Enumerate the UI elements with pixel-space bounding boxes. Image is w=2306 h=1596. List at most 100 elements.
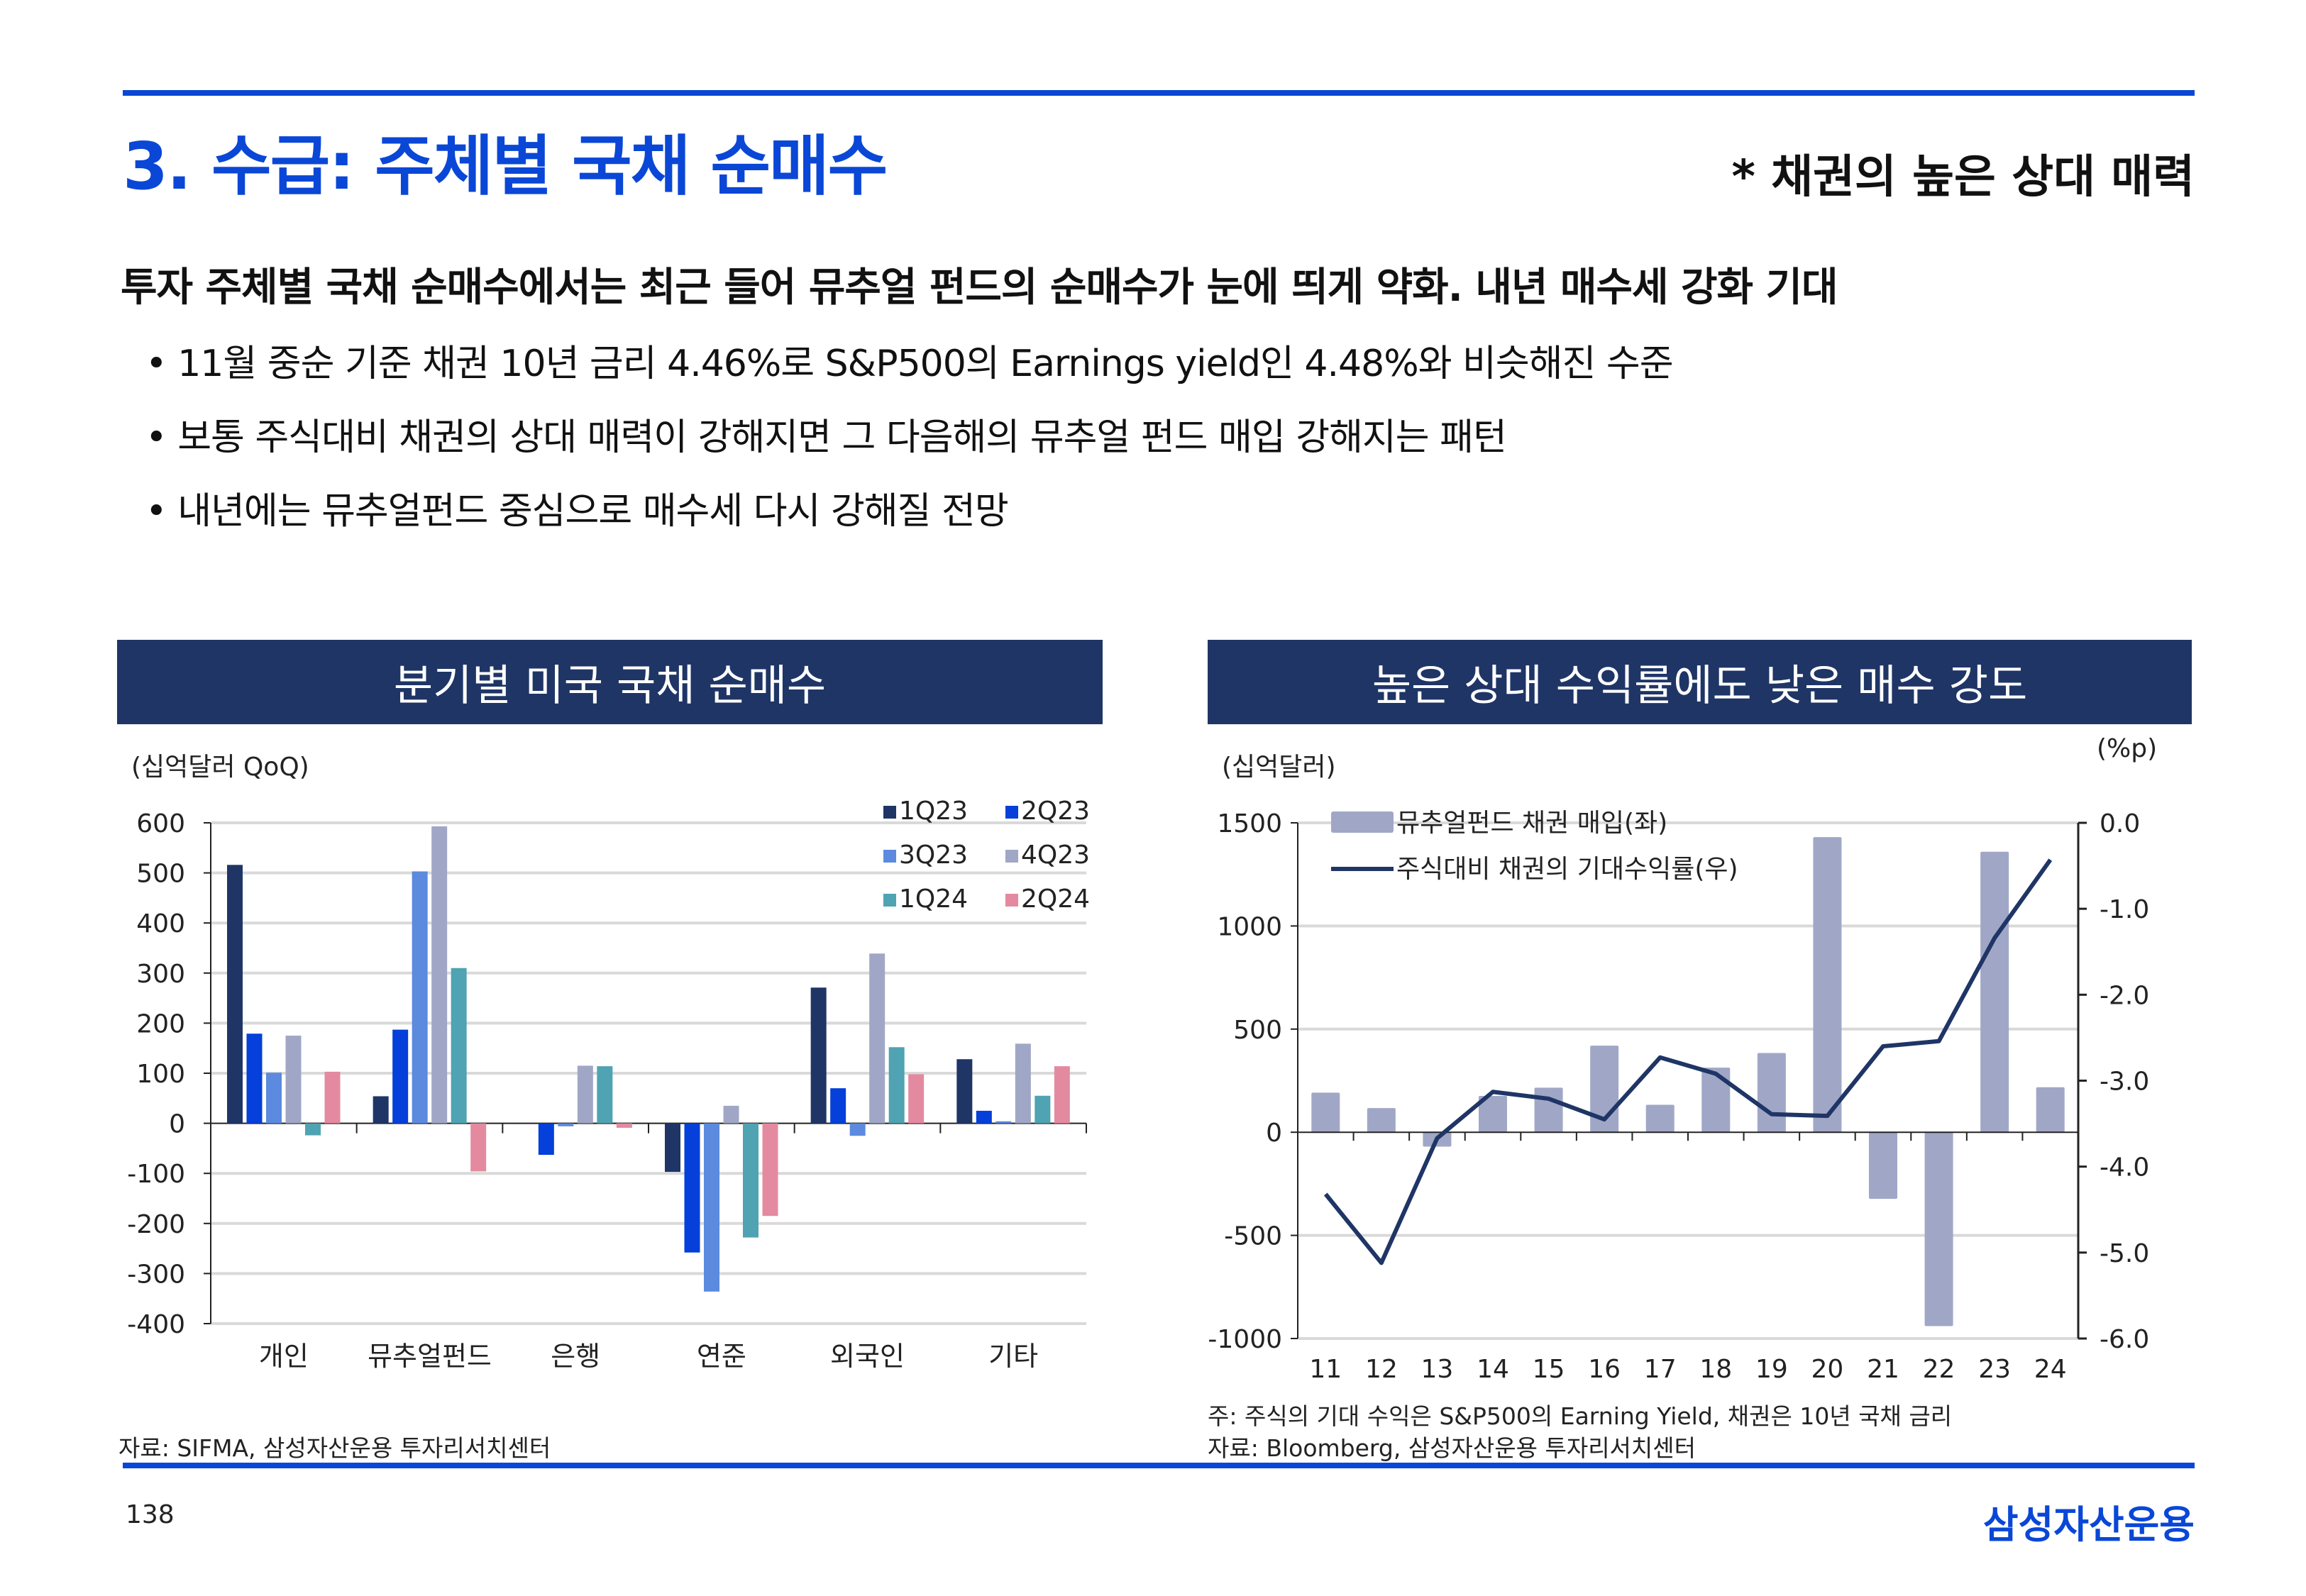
y-left-tick-label: 1500	[1217, 809, 1282, 838]
bar-2Q23	[976, 1110, 992, 1124]
page-tagline: * 채권의 높은 상대 매력	[1731, 151, 2195, 204]
legend-label: 주식대비 채권의 기대수익률(우)	[1396, 855, 1738, 884]
bar-1Q23	[956, 1059, 973, 1124]
page-title: 3. 수급: 주체별 국채 순매수	[123, 128, 888, 204]
bar-mutual-fund-purchase	[1534, 1087, 1563, 1133]
left-chart-title: 분기별 미국 국채 순매수	[393, 661, 827, 711]
bar-2Q23	[538, 1123, 554, 1156]
bar-4Q23	[723, 1105, 739, 1124]
line-expected-return-spread	[1323, 858, 2053, 1265]
bar-3Q23	[849, 1123, 866, 1136]
x-tick-label: 17	[1644, 1355, 1677, 1384]
y-tick-label: -200	[127, 1210, 185, 1239]
bar-1Q23	[227, 865, 243, 1124]
company-logo: 삼성자산운용	[1982, 1502, 2195, 1547]
bar-mutual-fund-purchase	[1590, 1046, 1619, 1133]
bullet-item: • 11월 중순 기준 채권 10년 금리 4.46%로 S&P500의 Ear…	[145, 343, 1674, 385]
y-right-tick-label: -5.0	[2100, 1239, 2149, 1268]
x-tick-label: 15	[1533, 1355, 1565, 1384]
bar-2Q24	[908, 1074, 925, 1124]
bar-mutual-fund-purchase	[1423, 1132, 1452, 1147]
bar-2Q24	[470, 1123, 487, 1172]
left-chart-unit: (십억달러 QoQ)	[131, 753, 309, 782]
bar-1Q23	[373, 1096, 389, 1124]
bar-2Q23	[830, 1088, 846, 1124]
x-tick-label: 20	[1811, 1355, 1844, 1384]
bar-mutual-fund-purchase	[1869, 1132, 1897, 1199]
y-tick-label: -100	[127, 1160, 185, 1189]
bar-mutual-fund-purchase	[1645, 1104, 1675, 1133]
x-tick-label: 18	[1699, 1355, 1732, 1384]
bar-3Q23	[266, 1073, 282, 1124]
y-tick-label: 300	[136, 960, 185, 989]
x-tick-label: 외국인	[830, 1341, 905, 1372]
bar-4Q23	[285, 1036, 302, 1124]
legend-swatch	[1005, 806, 1018, 819]
y-right-tick-label: -3.0	[2100, 1068, 2149, 1097]
bullet-item: • 내년에는 뮤추얼펀드 중심으로 매수세 다시 강해질 전망	[145, 490, 1009, 533]
bar-2Q23	[684, 1123, 700, 1253]
right-chart-title: 높은 상대 수익률에도 낮은 매수 강도	[1372, 661, 2028, 711]
bar-mutual-fund-purchase	[1924, 1132, 1953, 1326]
y-right-tick-label: 0.0	[2100, 809, 2140, 838]
y-right-tick-label: -1.0	[2100, 895, 2149, 924]
bar-1Q24	[305, 1123, 321, 1136]
y-right-tick-label: -6.0	[2100, 1325, 2149, 1354]
x-tick-label: 14	[1477, 1355, 1509, 1384]
bar-mutual-fund-purchase	[1367, 1108, 1396, 1133]
legend-label: 1Q23	[899, 797, 968, 826]
y-left-tick-label: 1000	[1217, 912, 1282, 941]
bar-3Q23	[995, 1121, 1012, 1124]
x-tick-label: 12	[1365, 1355, 1398, 1384]
y-tick-label: 600	[136, 809, 185, 838]
x-tick-label: 23	[1978, 1355, 2011, 1384]
bar-3Q23	[558, 1123, 574, 1126]
right-chart-unit-left: (십억달러)	[1222, 753, 1336, 782]
y-left-tick-label: -500	[1224, 1222, 1282, 1251]
bullet-item: • 보통 주식대비 채권의 상대 매력이 강해지면 그 다음해의 뮤추얼 펀드 …	[145, 416, 1507, 459]
bar-mutual-fund-purchase	[1757, 1053, 1786, 1133]
x-tick-label: 19	[1755, 1355, 1788, 1384]
y-left-tick-label: 500	[1233, 1016, 1282, 1045]
bar-3Q23	[704, 1123, 719, 1292]
y-tick-label: 0	[169, 1110, 185, 1139]
x-tick-label: 22	[1923, 1355, 1955, 1384]
bar-1Q24	[743, 1123, 758, 1238]
legend-swatch-bar	[1331, 811, 1394, 833]
y-tick-label: 200	[136, 1009, 185, 1038]
bar-mutual-fund-purchase	[1701, 1068, 1731, 1133]
y-tick-label: 400	[136, 909, 185, 938]
bar-mutual-fund-purchase	[2036, 1087, 2065, 1133]
bar-2Q24	[616, 1123, 632, 1128]
legend-swatch	[883, 806, 896, 819]
legend-label: 3Q23	[899, 841, 968, 870]
bar-2Q23	[392, 1029, 409, 1124]
y-left-tick-label: 0	[1266, 1119, 1282, 1148]
y-right-tick-label: -4.0	[2100, 1153, 2149, 1182]
x-tick-label: 21	[1867, 1355, 1899, 1384]
y-tick-label: 100	[136, 1060, 185, 1089]
x-tick-label: 은행	[551, 1341, 600, 1372]
legend-label: 2Q23	[1021, 797, 1090, 826]
bar-4Q23	[869, 953, 886, 1124]
bar-1Q24	[597, 1066, 613, 1124]
bar-1Q24	[1035, 1095, 1051, 1124]
bar-2Q24	[324, 1071, 341, 1124]
legend-swatch	[1005, 850, 1018, 863]
bar-mutual-fund-purchase	[1479, 1096, 1507, 1133]
bar-2Q24	[762, 1123, 778, 1217]
legend-swatch	[883, 894, 896, 907]
bar-1Q24	[888, 1047, 905, 1124]
x-tick-label: 11	[1309, 1355, 1342, 1384]
bar-mutual-fund-purchase	[1311, 1092, 1340, 1133]
legend-label: 4Q23	[1021, 841, 1090, 870]
right-source: 자료: Bloomberg, 삼성자산운용 투자리서치센터	[1208, 1434, 1696, 1462]
bar-4Q23	[1015, 1043, 1031, 1124]
x-tick-label: 기타	[988, 1341, 1038, 1372]
legend-label: 2Q24	[1021, 885, 1090, 914]
left-source: 자료: SIFMA, 삼성자산운용 투자리서치센터	[118, 1434, 551, 1462]
page-number: 138	[126, 1500, 175, 1529]
